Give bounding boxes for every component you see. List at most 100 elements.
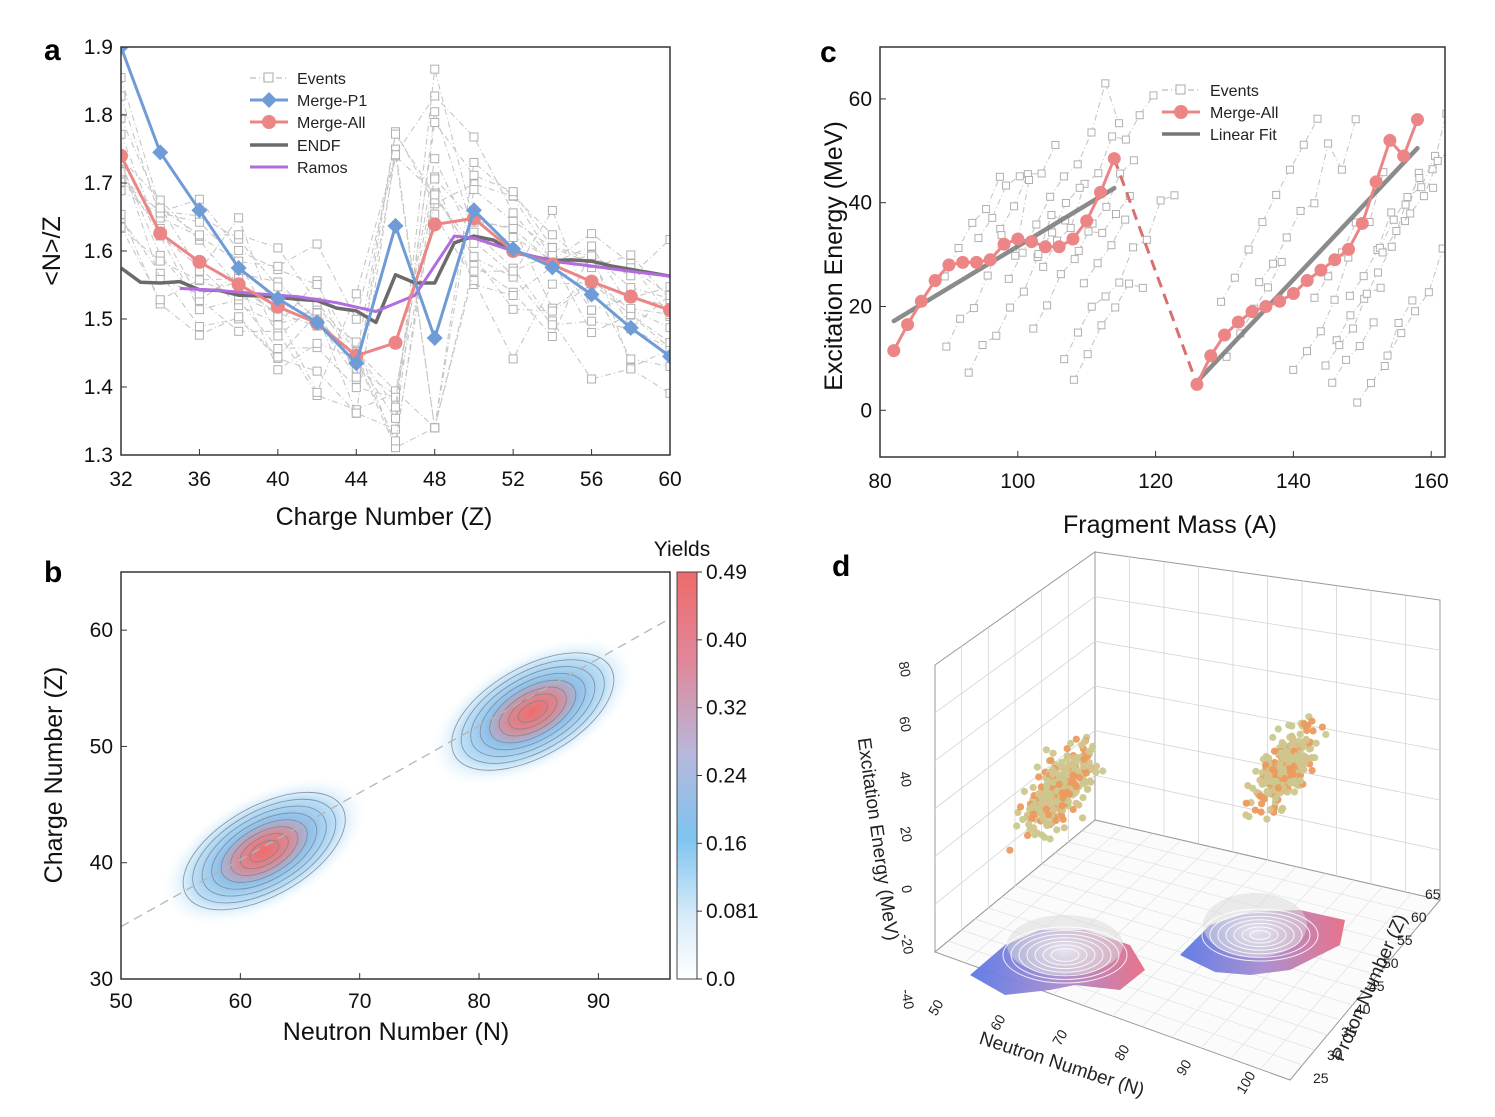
event-marker: [1438, 244, 1445, 253]
event-marker: [1069, 375, 1078, 384]
d-contour: [1201, 908, 1319, 962]
x-tick-label: 40: [266, 468, 289, 491]
event-marker: [1387, 242, 1396, 251]
event-marker: [547, 205, 557, 215]
y-tick-label: 1.3: [84, 444, 113, 467]
event-marker: [1138, 283, 1147, 292]
event-line: [121, 149, 670, 428]
event-marker: [312, 387, 322, 397]
event-marker: [469, 157, 479, 167]
d-contour: [1034, 940, 1096, 970]
d-point: [1059, 794, 1067, 802]
event-marker: [430, 423, 440, 433]
d-point: [1265, 754, 1273, 763]
event-marker: [587, 251, 597, 261]
event-marker: [1129, 156, 1138, 165]
d-y-tick-label: 45: [1369, 978, 1385, 994]
event-marker: [508, 208, 518, 218]
event-marker: [194, 194, 204, 204]
merge-all-marker: [584, 274, 599, 289]
event-marker: [1051, 140, 1060, 149]
legend-merge-p1-marker: [261, 92, 277, 108]
d-point: [1252, 767, 1260, 775]
x-tick-label: 60: [658, 468, 681, 491]
event-marker: [1351, 115, 1360, 124]
event-line: [121, 69, 670, 420]
d-point: [1065, 790, 1074, 798]
panel-a-legend: Events Merge-P1 Merge-All ENDF Ramos: [250, 71, 367, 177]
d-contour: [1026, 937, 1104, 973]
event-marker: [273, 352, 283, 362]
event-marker: [351, 289, 361, 299]
d-point: [1296, 777, 1304, 785]
event-marker: [969, 304, 978, 313]
event-marker: [1066, 223, 1075, 232]
event-marker: [1302, 347, 1311, 356]
y-tick-label: 20: [849, 295, 872, 318]
d-z-tick-label: 20: [897, 825, 915, 843]
merge-p1-marker: [387, 217, 404, 234]
event-marker: [1324, 139, 1333, 148]
event-marker: [1125, 279, 1134, 288]
event-marker: [1362, 289, 1371, 298]
d-point: [1049, 778, 1057, 787]
d-point: [1309, 727, 1317, 735]
d-point: [1059, 815, 1067, 824]
panel-a: 32 36 40 44 48 52 56 60 1.3 1.4 1.5 1.6 1.7 1.8 1.9 Ch…: [38, 36, 682, 531]
legend-merge-p1-label: Merge-P1: [297, 93, 367, 110]
d-point: [1318, 723, 1326, 731]
event-marker: [968, 218, 977, 227]
event-marker: [351, 372, 361, 382]
d-point: [1069, 805, 1077, 814]
panel-c-series: [887, 113, 1424, 391]
event-marker: [1355, 342, 1364, 351]
event-line: [1325, 287, 1381, 366]
event-marker: [1112, 209, 1121, 218]
contour-line: [239, 833, 289, 870]
event-marker: [1098, 228, 1107, 237]
event-marker: [1268, 259, 1277, 268]
d-point: [1083, 785, 1092, 794]
event-marker: [194, 275, 204, 285]
event-marker: [1282, 233, 1291, 242]
merge-all-marker: [1342, 242, 1356, 256]
d-point: [1300, 720, 1308, 728]
contour-line: [470, 666, 596, 757]
d-point: [1030, 810, 1038, 818]
d-point: [1296, 772, 1304, 780]
d-point: [1249, 784, 1257, 792]
d-point: [1053, 826, 1061, 834]
grid-line: [1260, 893, 1412, 1070]
grid-line: [1094, 640, 1441, 701]
panel-b-contours: [182, 652, 615, 911]
event-marker: [155, 256, 165, 266]
colorbar-tick-label: 0.081: [706, 900, 759, 923]
d-x-tick-label: 100: [1233, 1068, 1259, 1096]
grid-line: [1094, 685, 1441, 751]
event-marker: [665, 323, 670, 333]
event-marker: [1392, 227, 1401, 236]
event-marker: [547, 306, 557, 316]
event-marker: [1121, 135, 1130, 144]
merge-all-marker: [942, 258, 956, 272]
merge-all-marker: [623, 289, 638, 304]
merge-p1-marker: [505, 240, 522, 257]
panel-c-frame: [879, 46, 1446, 458]
d-contour: [1209, 912, 1311, 958]
d-z-tick-label: -40: [898, 988, 917, 1011]
merge-p1-marker: [269, 290, 286, 307]
d-point: [1033, 805, 1041, 813]
event-line: [944, 176, 1001, 277]
d-point: [1099, 767, 1107, 775]
event-marker: [1073, 328, 1082, 337]
event-marker: [1060, 355, 1069, 364]
contour-set: [182, 791, 346, 911]
merge-all-marker: [1107, 152, 1121, 166]
d-point: [1059, 773, 1067, 781]
y-tick-label: 40: [849, 192, 872, 215]
event-marker: [547, 243, 557, 253]
merge-all-marker: [1011, 232, 1025, 246]
event-marker: [1034, 249, 1043, 258]
d-contour: [1225, 919, 1295, 951]
d-zlabel: Excitation Energy (MeV): [853, 736, 902, 942]
